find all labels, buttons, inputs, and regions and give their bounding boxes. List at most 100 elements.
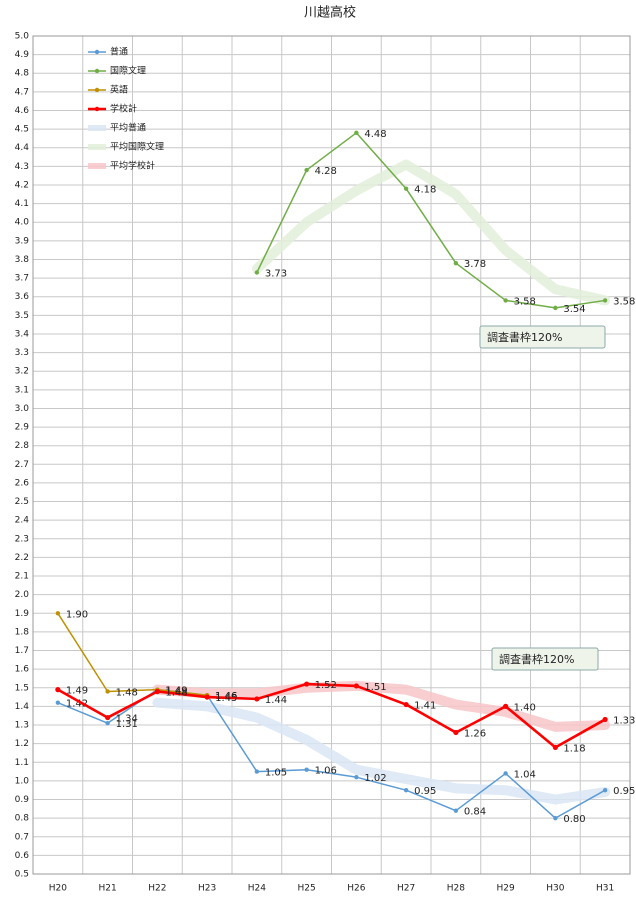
data-label: 1.31 (116, 719, 138, 730)
annotation-box (491, 647, 599, 671)
data-label: 3.58 (613, 296, 635, 307)
chart-title: 川越高校 (304, 5, 356, 21)
y-tick-label: 4.6 (15, 106, 30, 116)
data-point (105, 714, 111, 721)
y-tick-label: 3.2 (15, 367, 29, 377)
data-label: 4.18 (414, 185, 436, 196)
x-tick-label: H30 (546, 884, 564, 894)
data-point (552, 744, 558, 750)
data-label: 1.04 (514, 769, 536, 780)
data-point (503, 703, 509, 710)
legend-label: 英語 (110, 84, 128, 96)
data-label: 1.45 (215, 693, 237, 704)
y-tick-label: 4.2 (15, 180, 29, 190)
y-tick-label: 1.4 (15, 702, 30, 712)
x-tick-label: H23 (198, 884, 216, 894)
data-label: 1.51 (364, 682, 386, 693)
data-label: 1.18 (563, 743, 585, 754)
data-point (403, 788, 409, 793)
y-tick-label: 3.8 (15, 255, 30, 265)
data-point (602, 716, 608, 723)
data-point (154, 688, 160, 695)
y-tick-label: 1.5 (15, 683, 29, 693)
x-tick-label: H20 (49, 884, 67, 894)
annotation-text: 調査書枠120% (487, 330, 562, 344)
data-label: 1.06 (315, 766, 337, 777)
data-point (403, 186, 409, 191)
legend-marker (94, 87, 100, 93)
y-tick-label: 2.6 (15, 478, 30, 488)
data-point (453, 729, 459, 736)
y-tick-label: 4.7 (15, 87, 29, 97)
legend-label: 普通 (110, 46, 128, 58)
data-label: 0.84 (464, 807, 486, 818)
y-tick-label: 3.9 (15, 236, 30, 246)
y-tick-label: 4.0 (15, 218, 30, 228)
y-tick-label: 1.6 (15, 665, 30, 675)
data-label: 1.33 (613, 715, 635, 726)
data-label: 0.80 (563, 814, 585, 825)
data-label: 3.73 (265, 269, 287, 280)
data-point (304, 767, 309, 772)
data-label: 1.41 (414, 701, 436, 712)
y-tick-label: 2.3 (15, 534, 29, 544)
legend-label: 平均国際文理 (110, 141, 164, 153)
data-point (403, 701, 409, 708)
y-tick-label: 2.4 (15, 516, 30, 526)
y-tick-label: 2.2 (15, 553, 29, 563)
data-point (602, 298, 608, 303)
y-tick-label: 2.9 (15, 423, 30, 433)
data-label: 1.26 (464, 728, 486, 739)
y-tick-label: 0.6 (15, 851, 30, 861)
series-line (256, 132, 606, 309)
data-point (304, 167, 309, 173)
x-tick-label: H25 (298, 884, 316, 894)
y-tick-label: 2.8 (15, 441, 30, 451)
legend-label: 学校計 (110, 103, 137, 115)
data-label: 1.02 (364, 773, 386, 784)
x-tick-label: H26 (347, 884, 365, 894)
y-tick-label: 2.0 (15, 590, 30, 600)
y-tick-label: 4.1 (15, 199, 29, 209)
y-tick-label: 3.7 (15, 274, 29, 284)
y-tick-label: 1.7 (15, 646, 29, 656)
data-label: 1.34 (116, 714, 138, 725)
series-line (56, 682, 607, 749)
series-line (57, 612, 208, 696)
y-tick-label: 4.8 (15, 69, 30, 79)
data-label: 4.28 (315, 166, 337, 177)
y-tick-label: 1.9 (15, 609, 30, 619)
y-tick-label: 4.5 (15, 125, 29, 135)
y-tick-label: 0.8 (15, 814, 30, 824)
data-point (55, 611, 61, 616)
data-label: 0.95 (613, 786, 635, 797)
data-point (55, 687, 61, 693)
legend-marker (94, 49, 100, 55)
legend-label: 平均学校計 (110, 160, 155, 172)
y-tick-label: 5.0 (15, 32, 30, 42)
data-point (353, 683, 359, 689)
data-point (553, 815, 558, 821)
y-tick-label: 3.6 (15, 292, 30, 302)
y-tick-label: 1.1 (15, 758, 29, 768)
y-tick-label: 3.3 (15, 348, 29, 358)
data-label: 1.48 (165, 688, 187, 699)
data-point (503, 771, 508, 776)
data-point (602, 788, 608, 793)
y-tick-label: 1.2 (15, 739, 29, 749)
data-label: 1.42 (66, 699, 88, 710)
x-tick-label: H24 (248, 884, 266, 894)
y-tick-label: 0.9 (15, 795, 30, 805)
x-tick-label: H29 (497, 884, 515, 894)
data-point (354, 774, 359, 780)
data-label: 1.52 (315, 680, 337, 691)
x-tick-label: H31 (596, 884, 614, 894)
data-label: 3.54 (563, 304, 585, 315)
y-tick-label: 1.3 (15, 721, 29, 731)
x-tick-label: H21 (99, 884, 117, 894)
data-point (254, 270, 260, 275)
data-label: 4.48 (364, 129, 386, 140)
x-tick-label: H28 (447, 884, 465, 894)
data-point (553, 305, 558, 311)
